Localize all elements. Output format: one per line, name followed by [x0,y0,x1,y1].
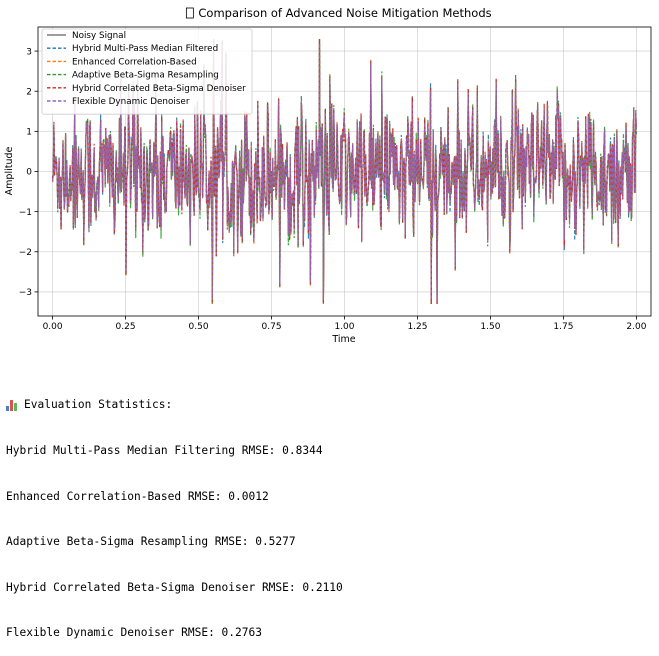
stats-header-text: Evaluation Statistics: [24,398,173,412]
y-tick-label: −3 [19,288,32,298]
ticks: 0.00 0.25 0.50 0.75 1.00 1.25 1.50 1.75 2.00 −3 −2… [19,47,647,332]
x-tick-label: 2.00 [626,322,646,332]
x-tick-label: 1.00 [334,322,354,332]
x-tick-label: 0.75 [262,322,282,332]
evaluation-statistics: Evaluation Statistics: Hybrid Multi-Pass… [6,367,343,656]
stats-line: Hybrid Multi-Pass Median Filtering RMSE:… [6,444,323,458]
stats-line: Hybrid Correlated Beta-Sigma Denoiser RM… [6,580,343,594]
stats-line: Flexible Dynamic Denoiser RMSE: 0.2763 [6,626,262,640]
stats-header: Evaluation Statistics: [6,397,343,412]
bar-chart-icon [6,399,18,411]
stats-line: Enhanced Correlation-Based RMSE: 0.0012 [6,489,269,503]
y-axis-label: Amplitude [4,147,15,196]
y-tick-label: 2 [26,87,32,97]
chart: Comparison of Advanced Noise Mitigation … [4,6,652,345]
x-tick-label: 0.00 [43,322,63,332]
x-tick-label: 1.50 [480,322,500,332]
x-tick-label: 1.75 [553,322,573,332]
y-tick-label: 1 [26,128,32,138]
missing-glyph-icon [185,7,194,19]
chart-title: Comparison of Advanced Noise Mitigation … [198,6,491,20]
x-tick-label: 0.50 [189,322,209,332]
series-group [52,39,637,304]
x-tick-label: 0.25 [116,322,136,332]
legend-label: Flexible Dynamic Denoiser [72,97,190,107]
legend: Noisy Signal Hybrid Multi-Pass Median Fil… [41,28,253,115]
series-line [52,43,637,300]
legend-label: Noisy Signal [72,31,126,41]
y-tick-label: 0 [26,168,32,178]
legend-box [41,28,253,115]
legend-label: Hybrid Multi-Pass Median Filtered [72,44,218,54]
legend-label: Hybrid Correlated Beta-Sigma Denoiser [72,84,246,94]
y-tick-label: −1 [19,208,32,218]
legend-label: Enhanced Correlation-Based [72,57,197,67]
x-tick-label: 1.25 [407,322,427,332]
stats-line: Adaptive Beta-Sigma Resampling RMSE: 0.5… [6,535,296,549]
y-tick-label: −2 [19,248,32,258]
legend-label: Adaptive Beta-Sigma Resampling [72,71,219,81]
y-tick-label: 3 [26,47,32,57]
x-axis-label: Time [331,334,355,345]
